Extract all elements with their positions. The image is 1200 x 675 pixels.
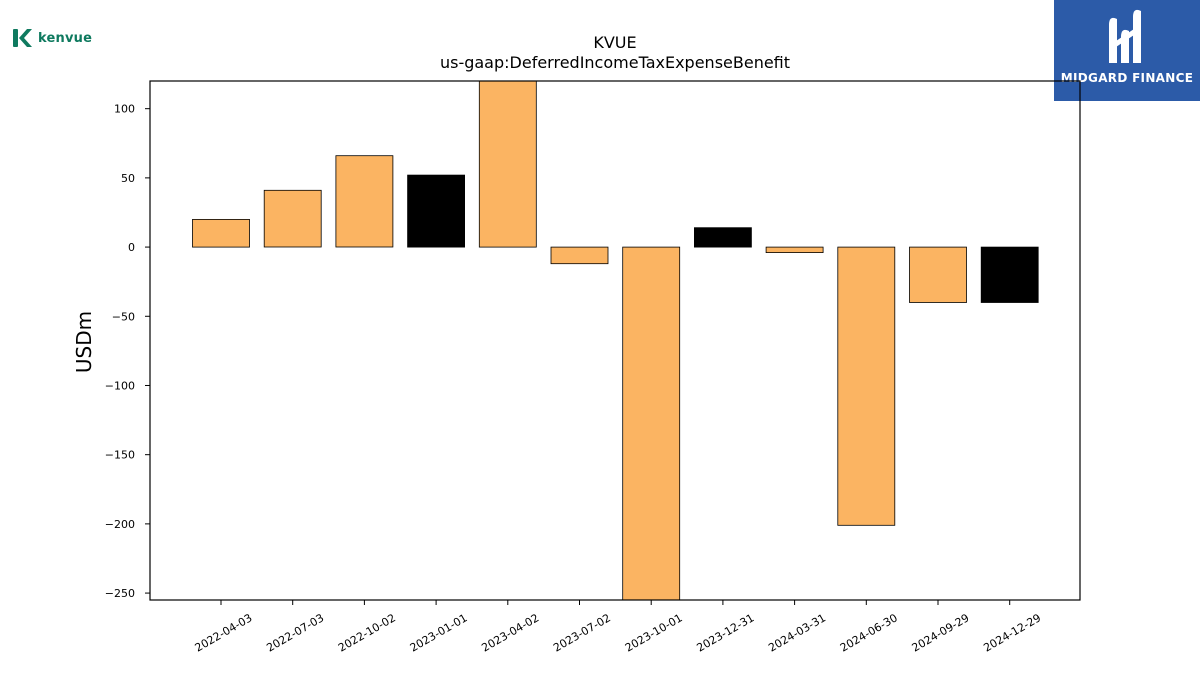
bar-2022-10-02	[335, 155, 394, 248]
bar-2023-07-02	[550, 246, 609, 265]
bar-2022-04-03	[192, 218, 250, 248]
y-tick-label: 100	[114, 103, 135, 116]
x-tick-label: 2024-12-29	[981, 611, 1043, 654]
bar-2022-07-03	[263, 189, 322, 248]
x-tick-label: 2023-10-01	[623, 611, 685, 654]
x-tick-label: 2023-12-31	[695, 611, 757, 654]
x-tick-label: 2022-10-02	[336, 611, 398, 654]
y-tick-label: −100	[105, 379, 135, 392]
y-tick-label: −250	[105, 587, 135, 600]
x-tick-label: 2023-07-02	[551, 611, 613, 654]
bar-2023-04-02	[478, 80, 537, 248]
plot-frame	[149, 80, 1081, 601]
x-tick-label: 2024-03-31	[766, 611, 828, 654]
x-tick-label: 2024-09-29	[910, 611, 972, 654]
x-ticks-group: 2022-04-03 2022-07-03 2022-10-02 2023-01-01…	[193, 600, 1043, 655]
y-axis-label: USDm	[72, 311, 96, 373]
x-tick-label: 2023-01-01	[408, 611, 470, 654]
bar-2024-12-29	[980, 246, 1039, 303]
bar-2023-01-01	[407, 174, 466, 248]
bar-2024-09-29	[909, 246, 967, 303]
midgard-finance-logo: MIDGARD FINANCE	[1054, 0, 1200, 101]
chart-title: KVUE	[593, 33, 636, 52]
y-tick-label: 0	[128, 241, 135, 254]
chart-subtitle: us-gaap:DeferredIncomeTaxExpenseBenefit	[440, 53, 790, 72]
x-tick-label: 2022-04-03	[193, 611, 255, 654]
kenvue-logo-text: kenvue	[38, 30, 93, 46]
y-tick-label: −150	[105, 449, 135, 462]
y-tick-label: −50	[112, 310, 135, 323]
bars-group	[192, 80, 1039, 601]
bar-2023-12-31	[694, 227, 752, 248]
bar-2024-03-31	[765, 246, 824, 254]
midgard-finance-logo-text: MIDGARD FINANCE	[1060, 71, 1194, 85]
midgard-m-icon	[1109, 9, 1141, 63]
y-ticks-group: 100 50 0 −50 −100 −150 −200 −250	[105, 103, 150, 600]
bar-2024-06-30	[837, 246, 896, 526]
bar-2023-10-01	[622, 246, 681, 601]
y-tick-label: 50	[121, 172, 135, 185]
kenvue-k-icon	[13, 29, 32, 47]
x-tick-label: 2023-04-02	[479, 611, 541, 654]
x-tick-label: 2024-06-30	[838, 611, 900, 654]
y-tick-label: −200	[105, 518, 135, 531]
x-tick-label: 2022-07-03	[264, 611, 326, 654]
kenvue-logo: kenvue	[12, 28, 92, 48]
